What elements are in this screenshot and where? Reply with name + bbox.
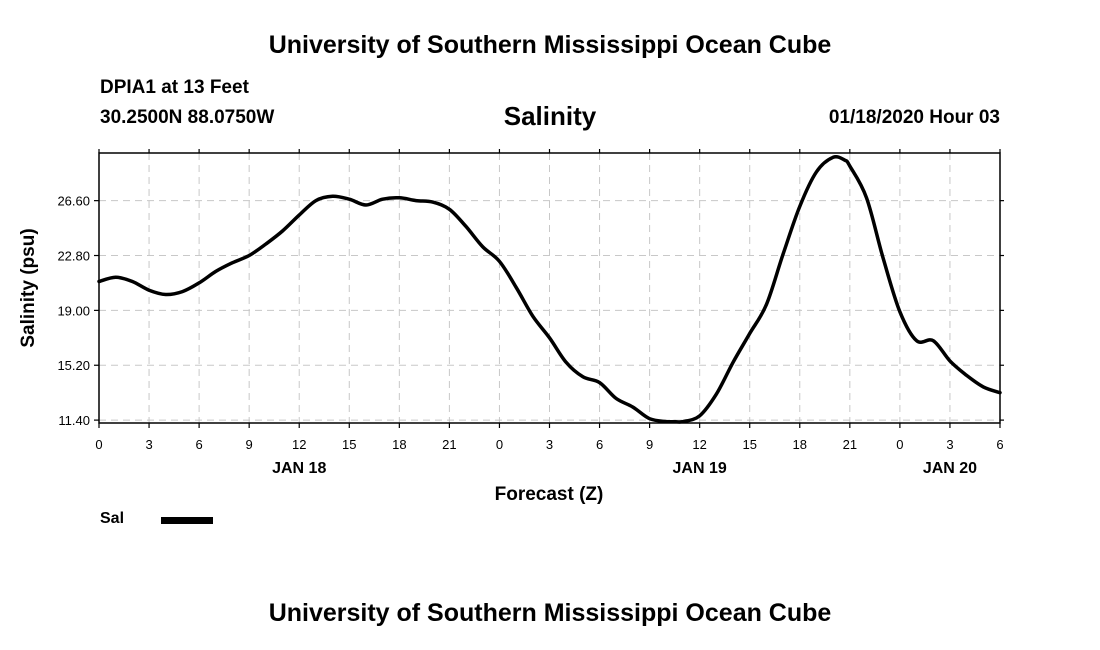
footer-title: University of Southern Mississippi Ocean… <box>268 599 832 627</box>
y-tick-label: 11.40 <box>58 413 90 428</box>
y-tick-label: 26.60 <box>57 194 90 209</box>
x-tick-label: 9 <box>646 437 653 452</box>
legend-line-swatch <box>161 517 213 524</box>
x-tick-label: 9 <box>246 437 253 452</box>
legend-label: Sal <box>100 510 125 527</box>
x-tick-label: 15 <box>342 437 356 452</box>
y-tick-label: 15.20 <box>57 358 90 373</box>
x-axis-tick-labels: 0 3 6 9 12 15 18 21 0 3 6 9 12 15 18 21 0 3 6 <box>95 437 1003 452</box>
salinity-series-line <box>97 155 1002 424</box>
x-tick-label: 3 <box>946 437 953 452</box>
x-tick-label: 6 <box>596 437 603 452</box>
x-tick-label: 6 <box>195 437 202 452</box>
y-axis-label: Salinity (psu) <box>18 228 39 347</box>
x-tick-label: 0 <box>896 437 903 452</box>
station-label: DPIA1 at 13 Feet <box>100 77 249 98</box>
x-tick-label: 21 <box>843 437 857 452</box>
x-tick-label: 12 <box>292 437 306 452</box>
chart-title: Salinity <box>503 101 597 131</box>
forecast-datetime: 01/18/2020 Hour 03 <box>828 107 1000 128</box>
x-tick-label: 0 <box>95 437 102 452</box>
x-tick-label: 18 <box>793 437 807 452</box>
x-tick-label: 18 <box>392 437 406 452</box>
station-coordinates: 30.2500N 88.0750W <box>100 107 275 128</box>
x-tick-label: 15 <box>742 437 756 452</box>
x-tick-label: 0 <box>496 437 503 452</box>
date-labels: JAN 18 JAN 19 JAN 20 <box>272 460 977 477</box>
x-tick-label: 3 <box>145 437 152 452</box>
y-axis-tick-labels: 11.40 15.20 19.00 22.80 26.60 <box>57 194 90 428</box>
x-axis-label: Forecast (Z) <box>495 484 604 505</box>
page-title: University of Southern Mississippi Ocean… <box>268 31 832 59</box>
x-tick-label: 6 <box>996 437 1003 452</box>
date-label: JAN 20 <box>923 460 977 477</box>
date-label: JAN 19 <box>673 460 727 477</box>
x-tick-label: 12 <box>692 437 706 452</box>
y-tick-label: 22.80 <box>57 249 90 264</box>
y-tick-label: 19.00 <box>57 303 90 318</box>
x-tick-label: 21 <box>442 437 456 452</box>
axis-ticks <box>94 149 1004 428</box>
date-label: JAN 18 <box>272 460 326 477</box>
x-tick-label: 3 <box>546 437 553 452</box>
grid-lines <box>99 153 1000 423</box>
